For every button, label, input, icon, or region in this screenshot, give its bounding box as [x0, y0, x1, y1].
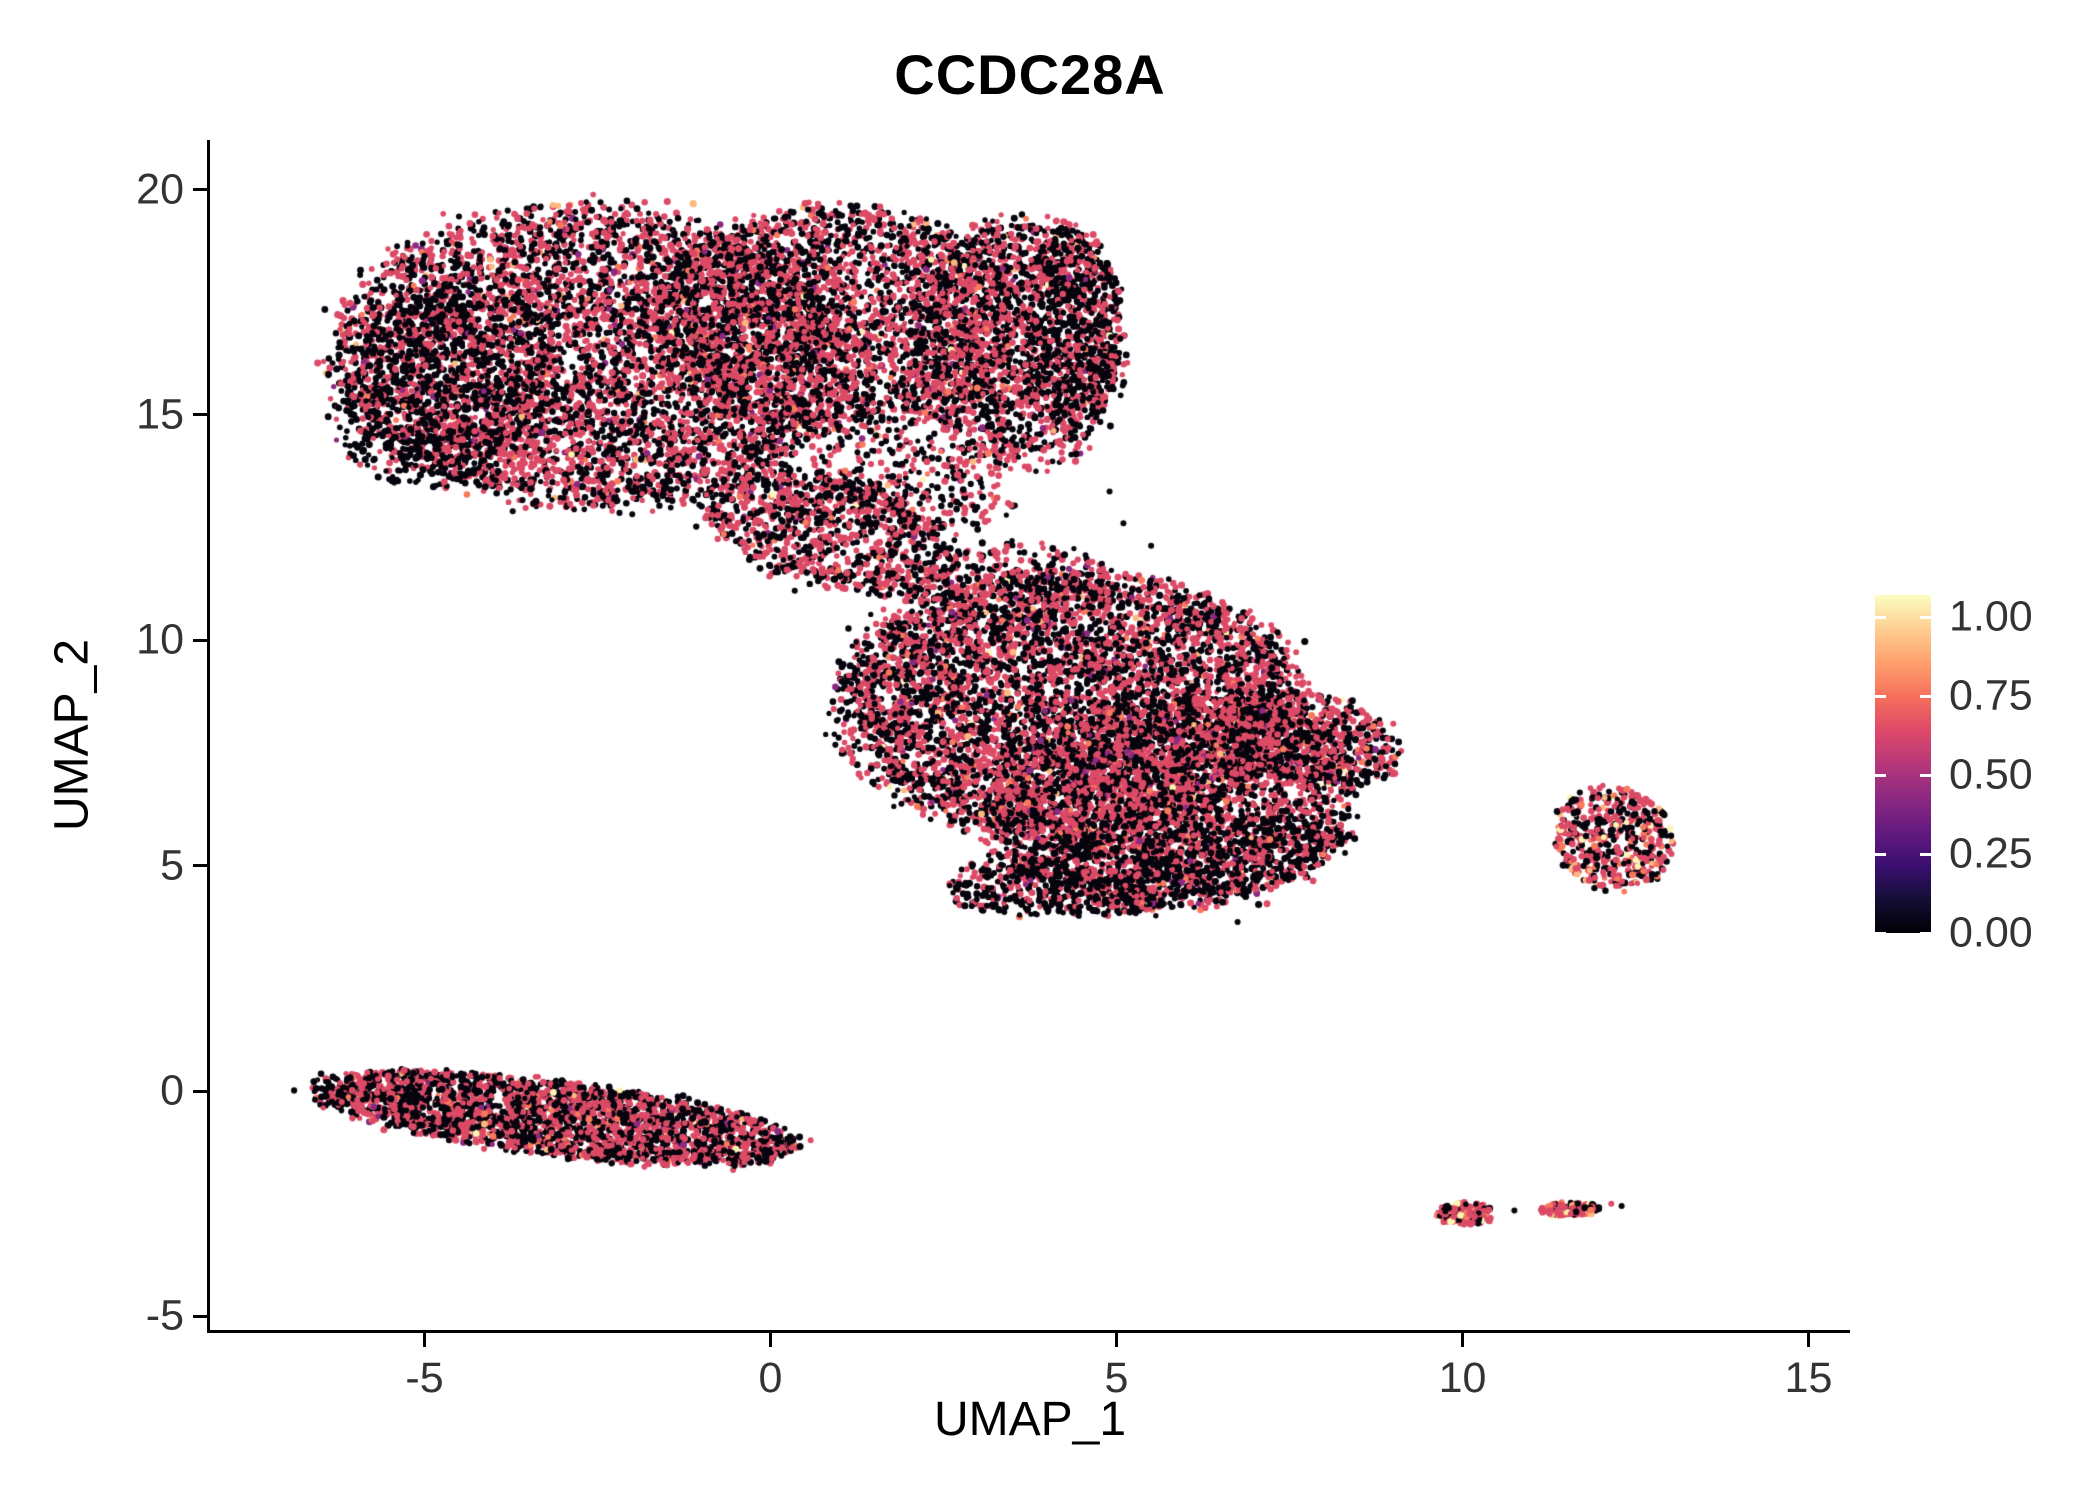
y-tick-mark [193, 413, 207, 417]
y-tick-label: 10 [136, 615, 184, 664]
y-axis-label: UMAP_2 [45, 638, 99, 832]
x-tick-label: 5 [1104, 1354, 1129, 1402]
x-tick-label: 10 [1438, 1354, 1487, 1402]
y-tick-label: 0 [160, 1066, 184, 1115]
colorbar-tick-mark [1920, 773, 1931, 777]
colorbar-tick-mark [1920, 694, 1931, 698]
x-tick-label: -5 [405, 1354, 444, 1402]
y-tick-mark [193, 1089, 207, 1093]
y-tick-label: 5 [160, 841, 184, 890]
colorbar-tick-mark [1875, 852, 1886, 856]
x-tick-mark [1460, 1333, 1464, 1347]
colorbar [1875, 595, 1931, 933]
y-tick-mark [193, 864, 207, 868]
x-tick-label: 0 [758, 1354, 783, 1402]
x-axis-label: UMAP_1 [933, 1393, 1127, 1446]
y-tick-label: -5 [145, 1291, 184, 1340]
y-tick-mark [193, 638, 207, 642]
y-tick-label: 20 [136, 165, 184, 214]
colorbar-tick-label: 0.25 [1949, 829, 2033, 878]
colorbar-tick-label: 0.75 [1949, 671, 2033, 720]
y-tick-mark [193, 188, 207, 192]
x-tick-mark [1806, 1333, 1810, 1347]
colorbar-tick-mark [1875, 773, 1886, 777]
x-axis-line [207, 1330, 1850, 1333]
colorbar-tick-label: 0.00 [1949, 908, 2033, 957]
x-tick-mark [769, 1333, 772, 1347]
colorbar-tick-label: 0.50 [1949, 750, 2033, 799]
x-tick-mark [1114, 1333, 1118, 1347]
y-axis-line [207, 140, 210, 1333]
colorbar-tick-mark [1875, 931, 1886, 935]
colorbar-tick-mark [1920, 852, 1931, 856]
x-tick-mark [423, 1333, 426, 1347]
y-tick-label: 15 [136, 390, 184, 439]
colorbar-tick-mark [1920, 615, 1931, 619]
colorbar-tick-label: 1.00 [1949, 592, 2033, 641]
colorbar-tick-mark [1875, 694, 1886, 698]
y-tick-mark [193, 1314, 207, 1318]
colorbar-tick-mark [1875, 615, 1886, 619]
x-tick-label: 15 [1784, 1354, 1833, 1402]
colorbar-tick-mark [1920, 931, 1931, 935]
